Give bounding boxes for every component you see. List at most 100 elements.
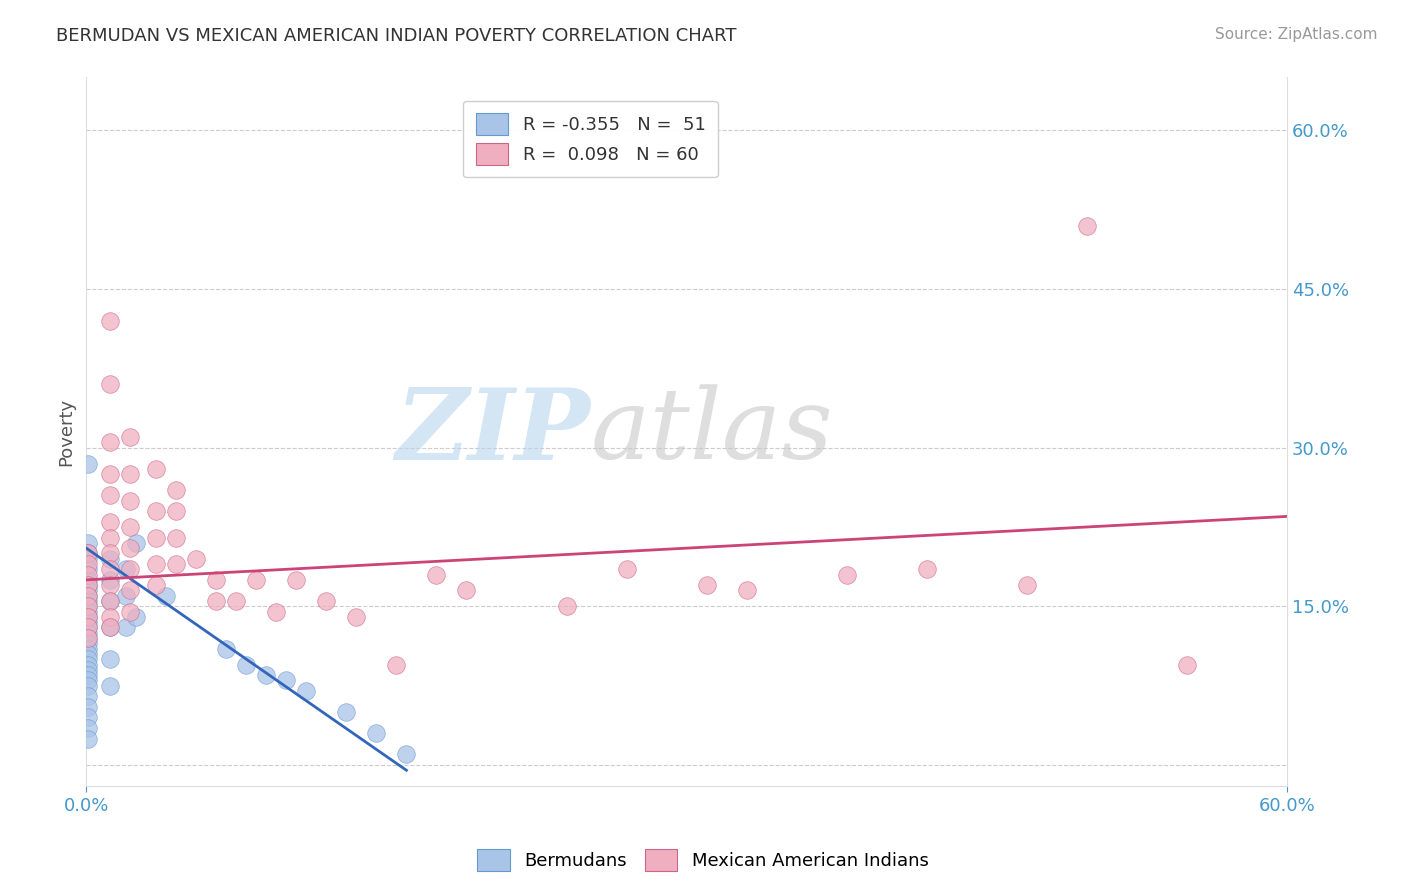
Point: [1076, 219, 1098, 233]
Point: [77, 589, 100, 603]
Point: [115, 562, 138, 576]
Point: [120, 562, 142, 576]
Point: [315, 594, 337, 608]
Point: [145, 504, 167, 518]
Point: [98, 377, 121, 392]
Point: [77, 567, 100, 582]
Point: [115, 620, 138, 634]
Point: [696, 578, 718, 592]
Point: [366, 726, 388, 740]
Point: [77, 721, 100, 735]
Point: [835, 567, 858, 582]
Point: [555, 599, 578, 614]
Point: [98, 515, 121, 529]
Point: [120, 541, 142, 556]
Point: [395, 747, 418, 762]
Point: [1175, 657, 1198, 672]
Point: [77, 557, 100, 571]
Point: [77, 599, 100, 614]
Point: [276, 673, 298, 688]
Point: [295, 684, 318, 698]
Point: [77, 620, 100, 634]
Legend: Bermudans, Mexican American Indians: Bermudans, Mexican American Indians: [470, 842, 936, 879]
Point: [77, 636, 100, 650]
Point: [1015, 578, 1038, 592]
Point: [77, 699, 100, 714]
Point: [77, 589, 100, 603]
Point: [145, 531, 167, 545]
Point: [98, 594, 121, 608]
Point: [77, 605, 100, 619]
Point: [98, 620, 121, 634]
Point: [98, 652, 121, 666]
Point: [98, 594, 121, 608]
Text: Source: ZipAtlas.com: Source: ZipAtlas.com: [1215, 27, 1378, 42]
Point: [98, 573, 121, 587]
Point: [120, 583, 142, 598]
Point: [120, 430, 142, 444]
Point: [77, 731, 100, 746]
Point: [77, 578, 100, 592]
Point: [77, 679, 100, 693]
Point: [98, 551, 121, 566]
Point: [120, 520, 142, 534]
Point: [235, 657, 257, 672]
Point: [77, 546, 100, 560]
Point: [77, 551, 100, 566]
Point: [254, 668, 277, 682]
Point: [266, 605, 288, 619]
Point: [205, 594, 228, 608]
Point: [145, 578, 167, 592]
Point: [77, 673, 100, 688]
Point: [186, 551, 208, 566]
Point: [735, 583, 758, 598]
Point: [77, 631, 100, 645]
Point: [77, 652, 100, 666]
Point: [77, 610, 100, 624]
Text: atlas: atlas: [591, 384, 834, 479]
Point: [456, 583, 478, 598]
Point: [77, 583, 100, 598]
Point: [115, 589, 138, 603]
Point: [98, 578, 121, 592]
Point: [165, 483, 187, 497]
Point: [616, 562, 638, 576]
Point: [77, 615, 100, 630]
Point: [98, 435, 121, 450]
Point: [425, 567, 447, 582]
Point: [77, 594, 100, 608]
Point: [77, 457, 100, 471]
Point: [77, 663, 100, 677]
Point: [335, 705, 357, 719]
Point: [165, 531, 187, 545]
Point: [125, 610, 148, 624]
Point: [98, 679, 121, 693]
Point: [165, 504, 187, 518]
Point: [205, 573, 228, 587]
Point: [77, 610, 100, 624]
Point: [120, 493, 142, 508]
Point: [98, 620, 121, 634]
Point: [125, 536, 148, 550]
Point: [77, 690, 100, 704]
Point: [98, 610, 121, 624]
Point: [77, 536, 100, 550]
Point: [120, 467, 142, 482]
Point: [285, 573, 308, 587]
Point: [77, 710, 100, 724]
Point: [98, 314, 121, 328]
Point: [77, 641, 100, 656]
Text: BERMUDAN VS MEXICAN AMERICAN INDIAN POVERTY CORRELATION CHART: BERMUDAN VS MEXICAN AMERICAN INDIAN POVE…: [56, 27, 737, 45]
Point: [344, 610, 367, 624]
Legend: R = -0.355   N =  51, R =  0.098   N = 60: R = -0.355 N = 51, R = 0.098 N = 60: [463, 101, 718, 178]
Point: [225, 594, 247, 608]
Point: [98, 531, 121, 545]
Point: [77, 573, 100, 587]
Point: [215, 641, 238, 656]
Text: ZIP: ZIP: [395, 384, 591, 480]
Point: [77, 631, 100, 645]
Point: [77, 599, 100, 614]
Point: [155, 589, 177, 603]
Point: [77, 578, 100, 592]
Point: [77, 668, 100, 682]
